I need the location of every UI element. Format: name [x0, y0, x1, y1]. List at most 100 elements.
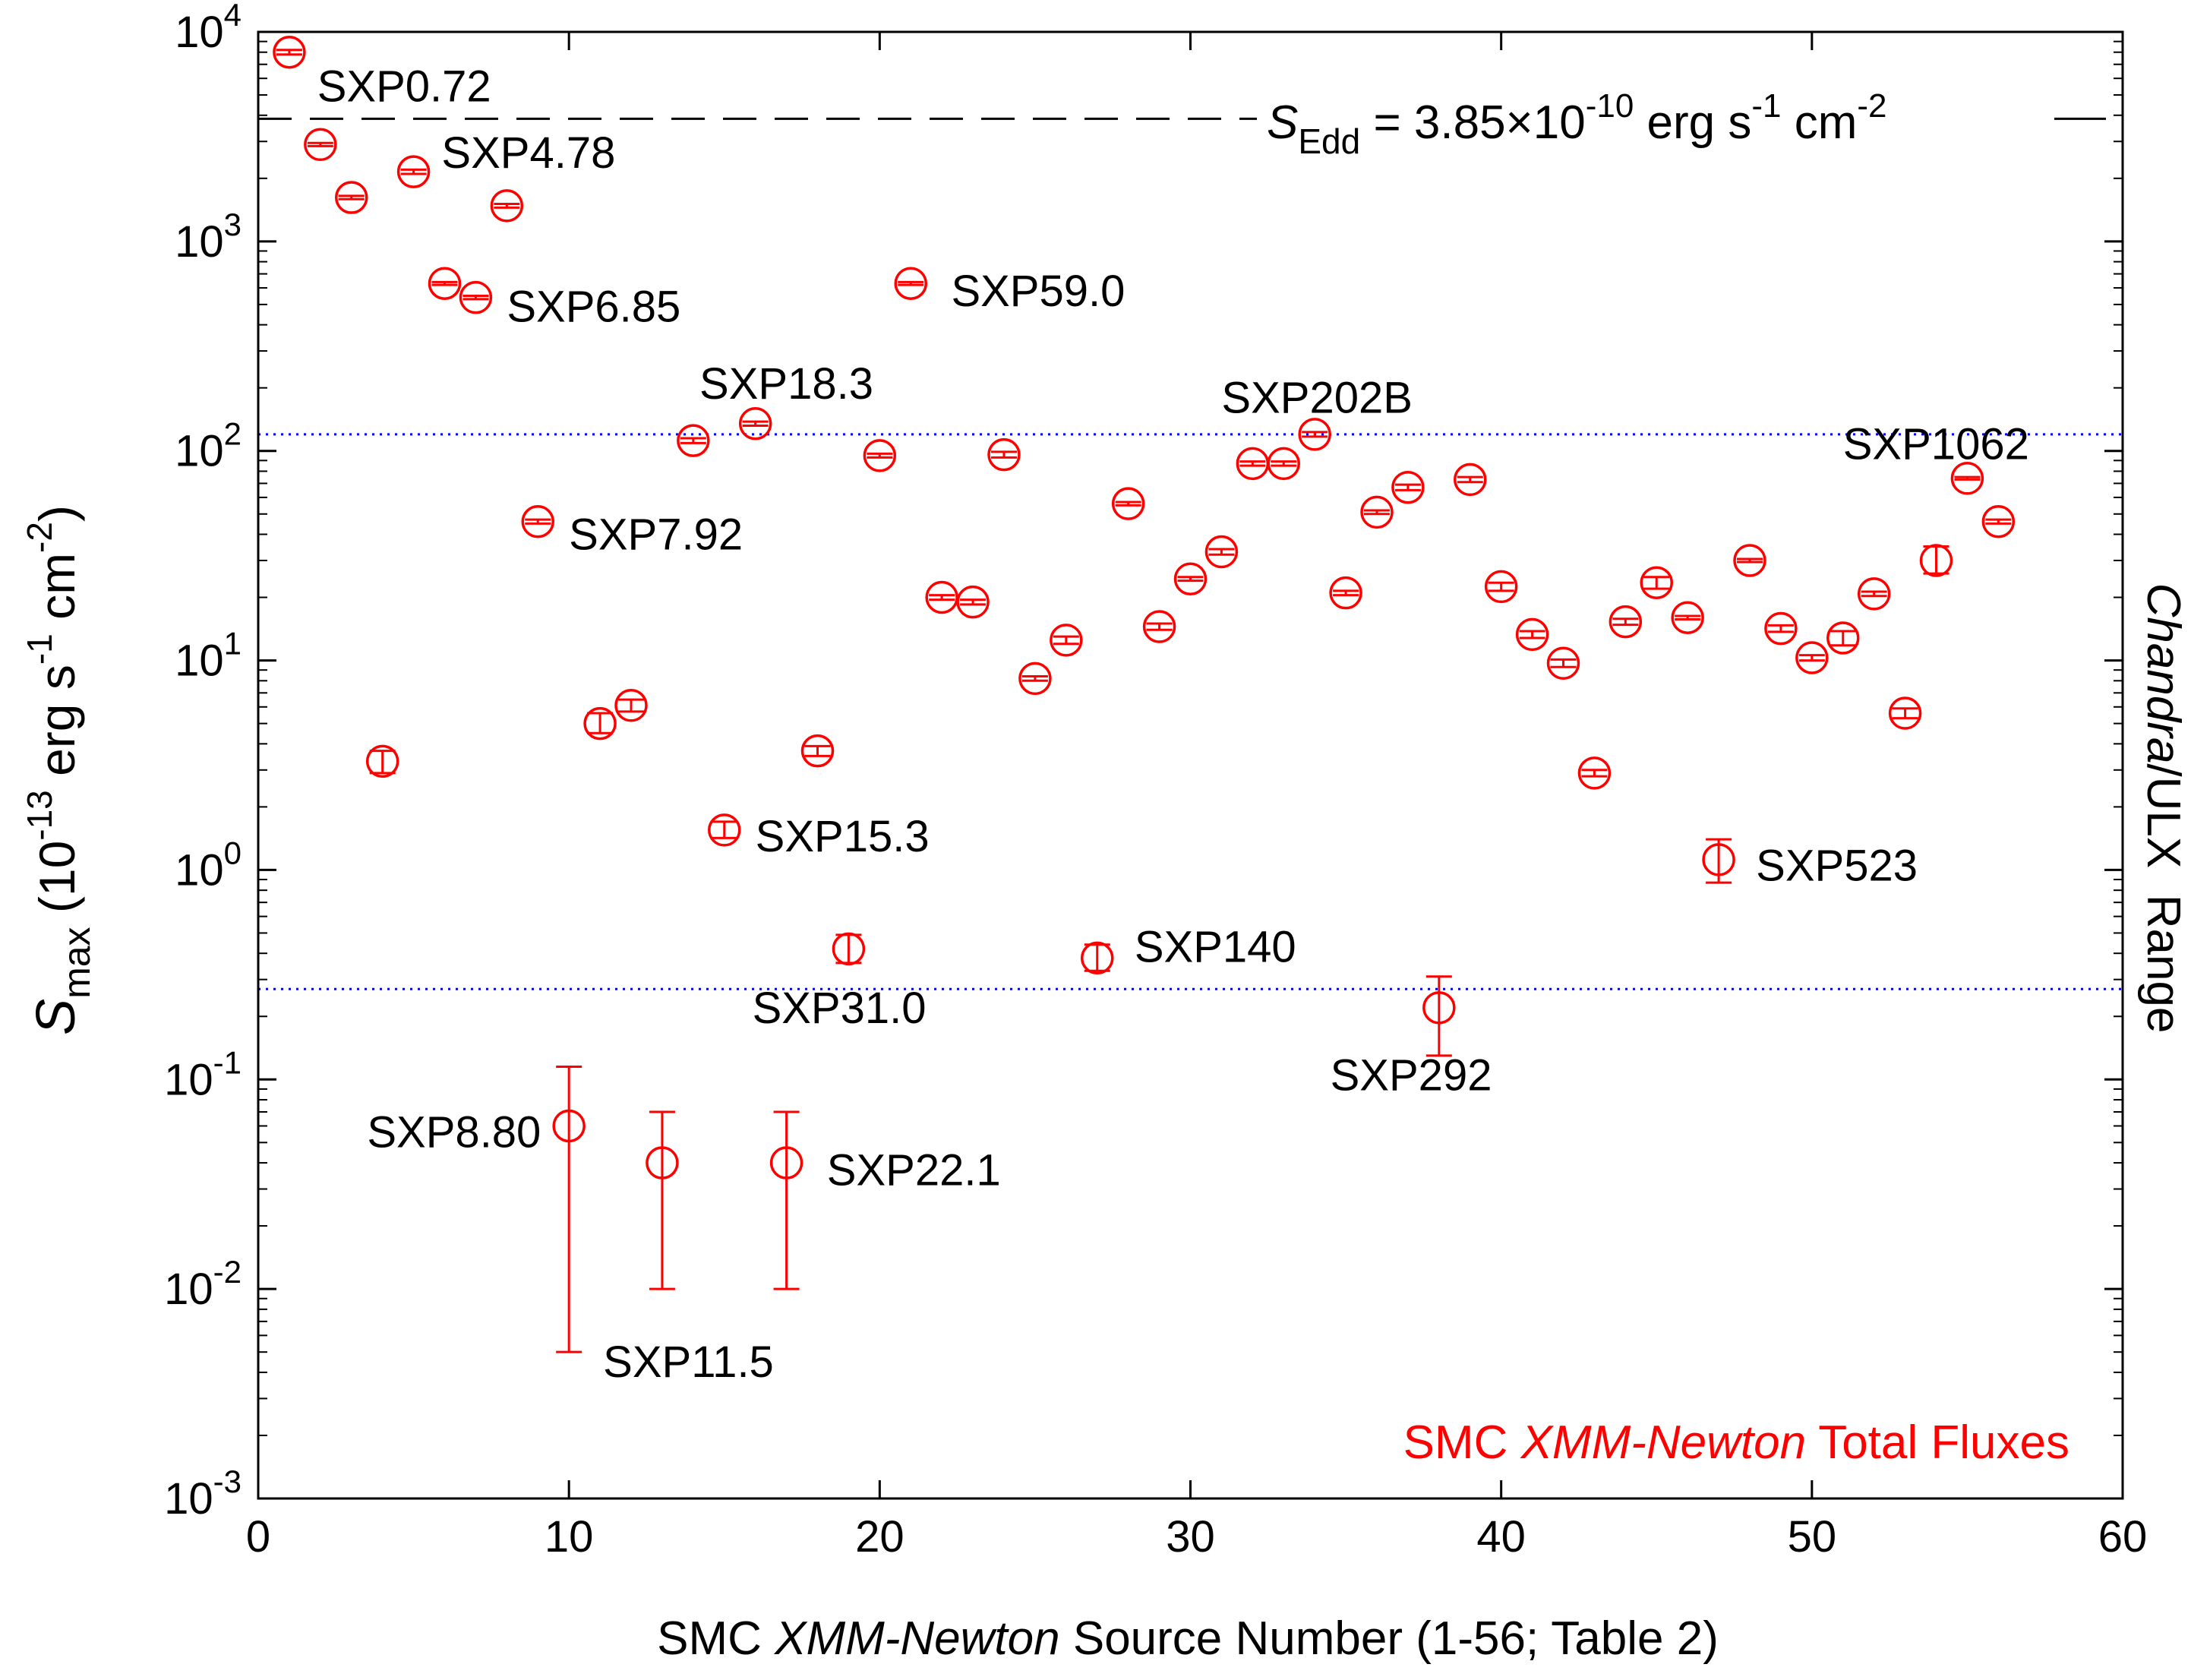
- data-point: [521, 504, 554, 538]
- y-label-unit-mid: erg s: [29, 665, 85, 790]
- y-tick-base: 10: [175, 427, 224, 476]
- data-marker: [925, 580, 958, 614]
- data-marker: [1577, 756, 1612, 790]
- y-label-unit-pre: (10: [29, 841, 85, 927]
- data-marker: [365, 744, 399, 778]
- data-point: [1298, 418, 1331, 451]
- edd-label-unit2: cm: [1782, 96, 1858, 149]
- legend-italic: XMM-Newton: [1520, 1416, 1807, 1469]
- source-label: SXP140: [1135, 923, 1296, 972]
- y-tick-label: 10-3: [164, 1464, 242, 1524]
- data-marker: [490, 189, 524, 223]
- data-marker: [832, 932, 866, 966]
- data-point: [552, 1066, 586, 1353]
- y-tick-label: 102: [175, 416, 242, 476]
- source-label: SXP31.0: [753, 984, 927, 1033]
- edd-label-exp: -10: [1586, 87, 1634, 125]
- data-marker: [956, 585, 990, 619]
- y-label-exp: -13: [20, 790, 59, 840]
- data-marker: [1484, 570, 1518, 604]
- y-tick-exp: -1: [213, 1044, 242, 1080]
- data-marker: [708, 813, 741, 847]
- data-point: [1702, 838, 1735, 884]
- source-label: SXP1062: [1843, 419, 2029, 469]
- y-label-unit-post: ): [29, 505, 85, 522]
- chandra-ulx-range-label: Chandra/ULX Range: [2137, 583, 2189, 1034]
- data-marker: [1329, 576, 1362, 610]
- y-tick-exp: 1: [224, 626, 242, 662]
- data-marker: [1173, 562, 1208, 595]
- data-marker: [1857, 577, 1891, 611]
- data-marker: [459, 280, 493, 314]
- data-marker: [1950, 462, 1984, 495]
- x-tick-label: 50: [1788, 1512, 1837, 1562]
- data-marker: [1298, 418, 1331, 451]
- data-point: [1577, 756, 1612, 790]
- y-tick-base: 10: [175, 845, 224, 895]
- legend-pre: SMC: [1403, 1416, 1521, 1469]
- edd-label-ten: 10: [1533, 96, 1586, 149]
- data-point: [1640, 566, 1673, 599]
- data-marker: [1050, 624, 1083, 657]
- data-marker: [1702, 843, 1735, 876]
- data-point: [459, 280, 493, 314]
- edd-label-sub: Edd: [1298, 122, 1360, 161]
- data-point: [863, 439, 897, 472]
- data-point: [396, 155, 431, 188]
- source-label: SXP0.72: [317, 62, 491, 112]
- y-tick-base: 10: [175, 8, 224, 57]
- y-label-sub: max: [55, 927, 98, 998]
- source-label: SXP8.80: [367, 1108, 541, 1157]
- data-point: [1081, 941, 1114, 975]
- data-point: [1546, 646, 1580, 680]
- data-point: [583, 706, 617, 741]
- y-tick-label: 10-2: [164, 1254, 242, 1314]
- source-label: SXP202B: [1221, 373, 1413, 422]
- data-marker: [1081, 941, 1114, 975]
- data-marker: [1640, 566, 1673, 599]
- data-marker: [552, 1109, 586, 1143]
- data-point: [1422, 975, 1456, 1057]
- data-marker: [1888, 696, 1922, 730]
- data-marker: [646, 1146, 679, 1179]
- x-tick-label: 20: [855, 1512, 904, 1562]
- data-marker: [1919, 544, 1953, 577]
- data-point: [1484, 570, 1518, 604]
- data-point: [1919, 544, 1953, 577]
- right-label-italic: Chandra: [2137, 583, 2189, 764]
- y-tick-label: 103: [175, 207, 242, 267]
- data-point: [1454, 463, 1487, 497]
- data-point: [365, 744, 399, 778]
- y-tick-exp: 2: [224, 416, 242, 452]
- y-tick-label: 100: [175, 835, 242, 895]
- y-tick-exp: -2: [213, 1254, 242, 1290]
- source-label: SXP11.5: [603, 1337, 774, 1387]
- data-marker: [428, 267, 462, 300]
- data-marker: [1981, 504, 2016, 538]
- data-marker: [1422, 991, 1456, 1025]
- data-marker: [273, 35, 306, 69]
- data-marker: [769, 1146, 803, 1179]
- data-marker: [738, 407, 772, 441]
- data-point: [832, 932, 866, 966]
- source-label: SXP4.78: [441, 128, 615, 178]
- data-point: [1515, 617, 1549, 652]
- x-label-italic: XMM-Newton: [773, 1612, 1060, 1665]
- y-tick-exp: -3: [213, 1464, 242, 1499]
- data-marker: [863, 439, 897, 472]
- data-marker: [1764, 611, 1798, 646]
- edd-label-s: S: [1267, 96, 1298, 149]
- y-label-exp3: -2: [20, 522, 59, 553]
- data-marker: [1671, 601, 1704, 635]
- data-marker: [1018, 662, 1052, 696]
- x-axis-label: SMC XMM-Newton Source Number (1-56; Tabl…: [657, 1612, 1719, 1665]
- data-marker: [1391, 470, 1425, 504]
- y-tick-base: 10: [164, 1265, 213, 1314]
- edd-label-exp2: -1: [1751, 87, 1781, 125]
- source-label: SXP6.85: [507, 282, 680, 331]
- data-point: [428, 267, 462, 300]
- data-point: [1609, 605, 1643, 639]
- y-axis-label: Smax (10-13 erg s-1 cm-2): [20, 505, 98, 1035]
